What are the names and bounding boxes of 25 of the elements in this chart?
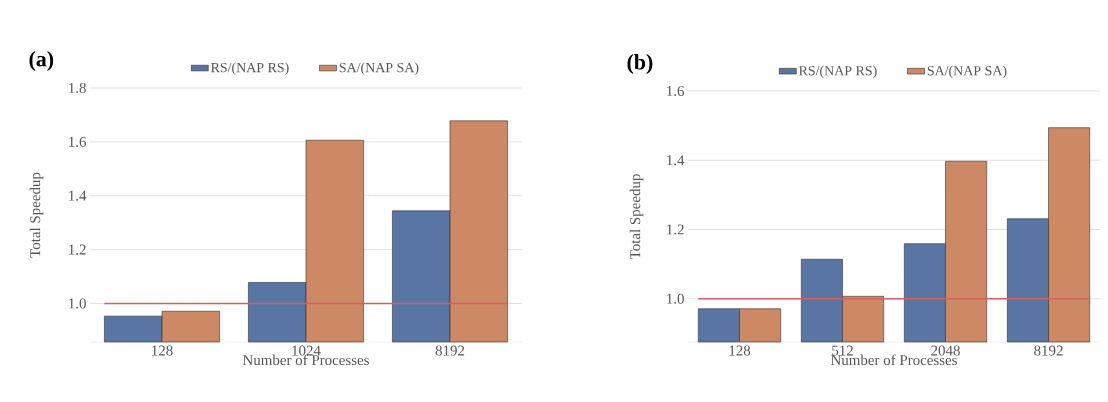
y-axis-title: Total Speedup xyxy=(29,172,44,258)
x-tick-label: 128 xyxy=(152,345,173,356)
y-tick-label: 1.4 xyxy=(667,155,685,166)
legend-label: RS/(NAP RS) xyxy=(210,62,289,76)
y-tick-label: 1.8 xyxy=(69,82,86,94)
legend-label: SA/(NAP SA) xyxy=(927,65,1007,79)
y-tick-label: 1.6 xyxy=(69,136,87,147)
x-tick-label: 2048 xyxy=(931,345,960,356)
chart-title: (b) xyxy=(627,54,653,74)
y-tick-label: 1.6 xyxy=(667,85,685,97)
x-tick-label: 1024 xyxy=(292,345,321,356)
x-tick-label: 8192 xyxy=(435,345,465,356)
chart-title: (a) xyxy=(29,51,54,71)
y-tick-label: 1.0 xyxy=(667,293,684,304)
legend-label: SA/(NAP SA) xyxy=(339,62,419,76)
y-tick-label: 1.0 xyxy=(69,298,86,309)
x-tick-label: 128 xyxy=(729,345,751,356)
legend-label: RS/(NAP RS) xyxy=(798,65,877,79)
x-tick-label: 8192 xyxy=(1034,345,1063,356)
y-tick-label: 1.4 xyxy=(69,190,87,201)
y-axis-title: Total Speedup xyxy=(629,174,644,260)
x-axis-title: Number of Processes xyxy=(830,354,957,366)
y-tick-label: 1.2 xyxy=(69,244,86,255)
y-tick-label: 1.2 xyxy=(667,224,684,235)
x-tick-label: 512 xyxy=(832,345,853,356)
